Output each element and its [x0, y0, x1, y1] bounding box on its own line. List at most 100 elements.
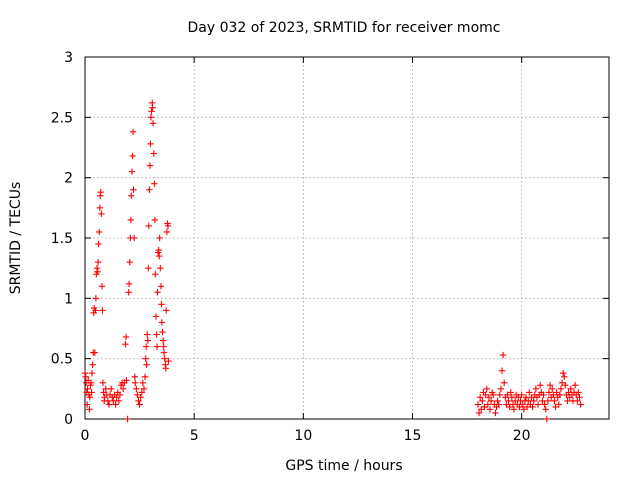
data-point [546, 382, 554, 389]
data-point [104, 397, 112, 405]
data-point [100, 389, 107, 396]
grid-lines [85, 57, 609, 419]
data-point [131, 373, 138, 380]
data-point [84, 385, 91, 393]
data-point [545, 389, 553, 396]
data-point [126, 258, 133, 266]
data-point [135, 397, 142, 405]
data-point [482, 391, 489, 399]
data-point [556, 391, 564, 399]
data-point [158, 319, 166, 326]
data-point [136, 401, 143, 408]
data-point [96, 204, 104, 212]
data-point [515, 394, 522, 401]
data-point [565, 389, 572, 396]
data-point [487, 397, 495, 405]
data-point [163, 228, 171, 236]
data-point [153, 343, 161, 350]
data-point [95, 228, 103, 236]
y-tick-label: 2 [64, 171, 73, 187]
data-point [156, 252, 163, 260]
data-point [159, 328, 166, 336]
data-point [478, 406, 485, 413]
data-point [481, 403, 488, 411]
data-point [152, 313, 160, 320]
data-point [528, 394, 535, 401]
data-point [539, 397, 546, 405]
data-point [123, 377, 130, 384]
data-point [102, 385, 109, 393]
data-point [526, 389, 533, 396]
data-point [146, 162, 154, 169]
data-point [537, 382, 544, 389]
y-tick-label: 3 [64, 50, 73, 66]
data-point [544, 397, 552, 405]
data-point [525, 397, 532, 405]
data-point [571, 382, 579, 389]
x-tick-label: 15 [404, 428, 422, 444]
data-point [154, 289, 161, 296]
data-point [492, 409, 499, 417]
data-point [541, 401, 548, 408]
data-point [540, 391, 547, 399]
data-point [507, 389, 514, 396]
data-point [160, 349, 168, 356]
data-point [138, 389, 145, 396]
data-point [523, 403, 531, 411]
data-point [475, 409, 483, 417]
x-tick-label: 0 [81, 428, 90, 444]
data-point [532, 385, 540, 393]
data-point [94, 258, 102, 266]
data-point [529, 403, 536, 411]
data-point [134, 391, 141, 399]
data-point [557, 385, 565, 393]
data-point [504, 391, 511, 399]
data-point [496, 391, 504, 399]
x-tick-label: 20 [513, 428, 531, 444]
data-point [162, 365, 169, 372]
data-point [133, 385, 140, 393]
data-point [543, 415, 550, 423]
chart-title: Day 032 of 2023, SRMTID for receiver mom… [188, 20, 501, 36]
data-point [530, 397, 537, 405]
data-point [122, 333, 130, 341]
data-point [160, 343, 167, 350]
data-point [120, 385, 127, 393]
data-point [485, 394, 493, 401]
y-tick-label: 0.5 [51, 352, 73, 368]
data-point [484, 401, 492, 408]
data-point [497, 385, 505, 393]
data-point [110, 397, 117, 405]
data-point [567, 385, 574, 393]
data-point [559, 369, 567, 377]
data-point [144, 331, 151, 338]
data-point [555, 401, 562, 408]
data-point [494, 397, 501, 405]
data-point [562, 382, 569, 389]
data-point [534, 401, 542, 408]
data-point [155, 246, 162, 254]
data-point [142, 343, 150, 350]
data-point [128, 168, 136, 175]
data-point [98, 210, 105, 218]
data-point [503, 401, 510, 408]
y-tick-label: 1 [64, 291, 73, 307]
data-point [159, 337, 167, 344]
data-point [483, 385, 490, 393]
data-point [82, 373, 89, 380]
data-point [140, 385, 148, 393]
data-point [94, 268, 101, 275]
data-point [146, 186, 153, 193]
data-point [520, 406, 528, 413]
data-point [164, 222, 172, 230]
data-point [122, 340, 129, 348]
data-point [151, 180, 158, 187]
data-point [147, 114, 155, 121]
data-point [143, 361, 150, 368]
data-point [157, 264, 164, 272]
data-point [501, 379, 508, 386]
data-point [145, 222, 152, 230]
data-point [132, 379, 139, 386]
data-point [113, 394, 120, 401]
data-point [161, 355, 168, 362]
